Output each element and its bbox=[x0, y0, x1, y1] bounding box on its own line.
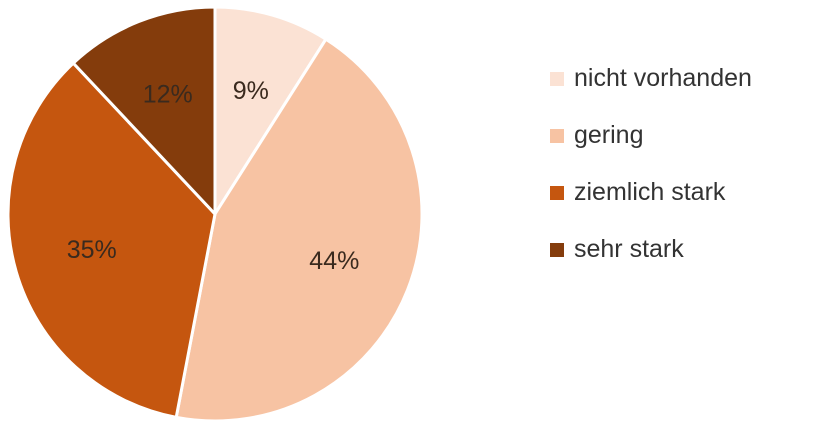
legend-item-nicht-vorhanden: nicht vorhanden bbox=[550, 50, 752, 107]
legend-item-sehr-stark: sehr stark bbox=[550, 221, 752, 278]
pie-slice-nicht-vorhanden bbox=[213, 5, 328, 216]
legend-label-nicht-vorhanden: nicht vorhanden bbox=[574, 64, 752, 92]
slice-label-ziemlich-stark: 35% bbox=[67, 236, 117, 264]
legend-swatch-ziemlich-stark bbox=[550, 185, 564, 200]
legend-label-gering: gering bbox=[574, 121, 644, 149]
legend-item-ziemlich-stark: ziemlich stark bbox=[550, 164, 752, 221]
legend: nicht vorhanden gering ziemlich stark se… bbox=[550, 50, 752, 278]
pie-slice-sehr-stark bbox=[71, 5, 217, 216]
pie-chart: 9% 44% 35% 12% bbox=[6, 5, 424, 422]
legend-item-gering: gering bbox=[550, 107, 752, 164]
legend-swatch-nicht-vorhanden bbox=[550, 71, 564, 86]
legend-swatch-sehr-stark bbox=[550, 242, 564, 257]
slice-label-nicht-vorhanden: 9% bbox=[233, 77, 269, 105]
legend-label-sehr-stark: sehr stark bbox=[574, 235, 684, 263]
slice-label-gering: 44% bbox=[309, 247, 359, 275]
legend-label-ziemlich-stark: ziemlich stark bbox=[574, 178, 726, 206]
legend-swatch-gering bbox=[550, 128, 564, 143]
pie-slice-ziemlich-stark bbox=[6, 61, 217, 419]
slice-label-sehr-stark: 12% bbox=[143, 81, 193, 109]
pie-slice-gering bbox=[174, 37, 424, 422]
